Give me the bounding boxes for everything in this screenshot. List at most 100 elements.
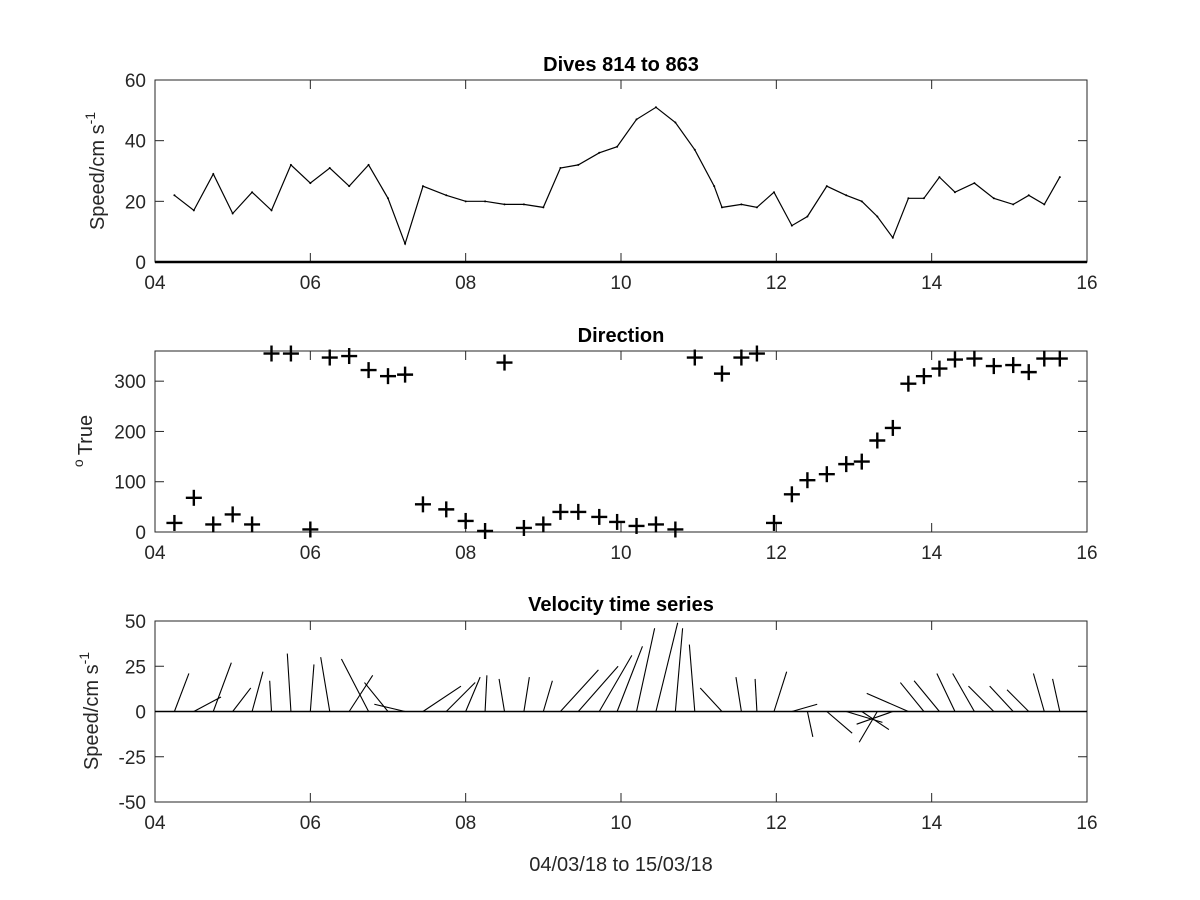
speed-point (713, 185, 716, 188)
speed-point (616, 145, 619, 148)
speed-point (289, 163, 292, 166)
direction-ylabel-sup: o (70, 459, 86, 467)
direction-point (783, 486, 800, 503)
velocity-stick (699, 687, 723, 712)
velocity-stick (846, 710, 883, 723)
speed-xtick-label: 04 (144, 273, 166, 294)
velocity-stick (858, 711, 878, 743)
velocity-stick (251, 671, 264, 712)
speed-point (464, 200, 467, 203)
direction-ticks: 04 06 08 10 12 14 16 0 100 200 300 (114, 351, 1098, 564)
velocity-stick (1006, 689, 1030, 712)
velocity-ylabel: Speed/cm s-1 (76, 652, 103, 770)
speed-point (387, 197, 389, 200)
speed-point (845, 194, 848, 197)
direction-point (1020, 364, 1037, 381)
velocity-stick (773, 671, 788, 712)
direction-point (609, 513, 626, 530)
velocity-xtick-label: 16 (1076, 813, 1097, 834)
direction-point (205, 516, 222, 533)
velocity-stick (465, 676, 481, 712)
direction-point (552, 503, 569, 520)
speed-point (577, 163, 580, 166)
speed-point (542, 206, 545, 209)
speed-point (773, 191, 776, 194)
velocity-stick (616, 646, 643, 712)
speed-point (806, 215, 809, 218)
speed-series-line (174, 106, 1061, 246)
speed-point (907, 197, 910, 200)
direction-ytick-label: 300 (114, 372, 146, 393)
direction-xtick-label: 14 (921, 543, 943, 564)
speed-point (309, 182, 312, 185)
direction-point (302, 521, 319, 538)
direction-plot-area (154, 350, 1088, 533)
direction-point (263, 345, 280, 362)
speed-ylabel-text: Speed/cm s (87, 124, 109, 230)
velocity-stick (754, 678, 758, 712)
speed-plot-area (154, 79, 1088, 263)
speed-ylabel: Speed/cm s-1 (82, 112, 109, 230)
velocity-stick (791, 703, 818, 713)
velocity-stick (936, 673, 956, 712)
direction-point (438, 501, 455, 518)
direction-ytick-label: 100 (114, 473, 146, 494)
speed-point (445, 194, 448, 197)
direction-point (321, 349, 338, 366)
speed-ytick-label: 60 (125, 71, 146, 92)
velocity-xlabel: 04/03/18 to 15/03/18 (529, 854, 713, 876)
speed-point (404, 242, 407, 245)
direction-xtick-label: 08 (455, 543, 476, 564)
direction-point (686, 349, 703, 366)
speed-xtick-label: 06 (300, 273, 321, 294)
direction-point (766, 514, 783, 531)
speed-point (367, 163, 370, 166)
velocity-stick (309, 664, 315, 712)
direction-point (224, 506, 241, 523)
direction-point (282, 345, 299, 362)
speed-xtick-label: 12 (766, 273, 787, 294)
direction-ylabel: o True (70, 415, 97, 467)
speed-point (421, 185, 424, 188)
velocity-stick (735, 677, 742, 712)
velocity-ytick-label: 0 (135, 703, 146, 724)
direction-point (1036, 350, 1053, 367)
velocity-stick (286, 653, 292, 712)
velocity-stick (856, 710, 894, 725)
speed-point (876, 215, 879, 218)
direction-point (713, 365, 730, 382)
speed-point (635, 118, 638, 121)
velocity-ylabel-text: Speed/cm s (81, 664, 103, 770)
speed-point (674, 121, 677, 124)
speed-point (973, 182, 976, 185)
velocity-stick (826, 711, 853, 734)
velocity-stick (484, 675, 488, 712)
velocity-stick (688, 644, 696, 712)
velocity-stick (422, 685, 462, 712)
velocity-stick (598, 655, 633, 712)
speed-point (484, 200, 487, 203)
velocity-marks (155, 622, 1087, 743)
speed-ytick-label: 20 (125, 192, 146, 213)
velocity-stick (1052, 678, 1061, 712)
direction-point (496, 354, 513, 371)
velocity-stick (232, 687, 252, 712)
speed-point (755, 206, 758, 209)
direction-point (380, 368, 396, 385)
direction-point (166, 514, 183, 531)
speed-point (522, 203, 525, 206)
speed-point (992, 197, 995, 200)
speed-ytick-label: 0 (135, 253, 146, 274)
direction-point (799, 472, 816, 489)
velocity-xtick-label: 04 (144, 813, 166, 834)
speed-xtick-label: 08 (455, 273, 476, 294)
direction-point (360, 362, 377, 379)
direction-xtick-label: 16 (1076, 543, 1097, 564)
velocity-stick (173, 673, 190, 712)
velocity-stick (212, 662, 232, 712)
velocity-stick (348, 675, 374, 712)
velocity-stick (866, 692, 909, 713)
direction-point (185, 489, 202, 506)
speed-point (231, 212, 234, 215)
